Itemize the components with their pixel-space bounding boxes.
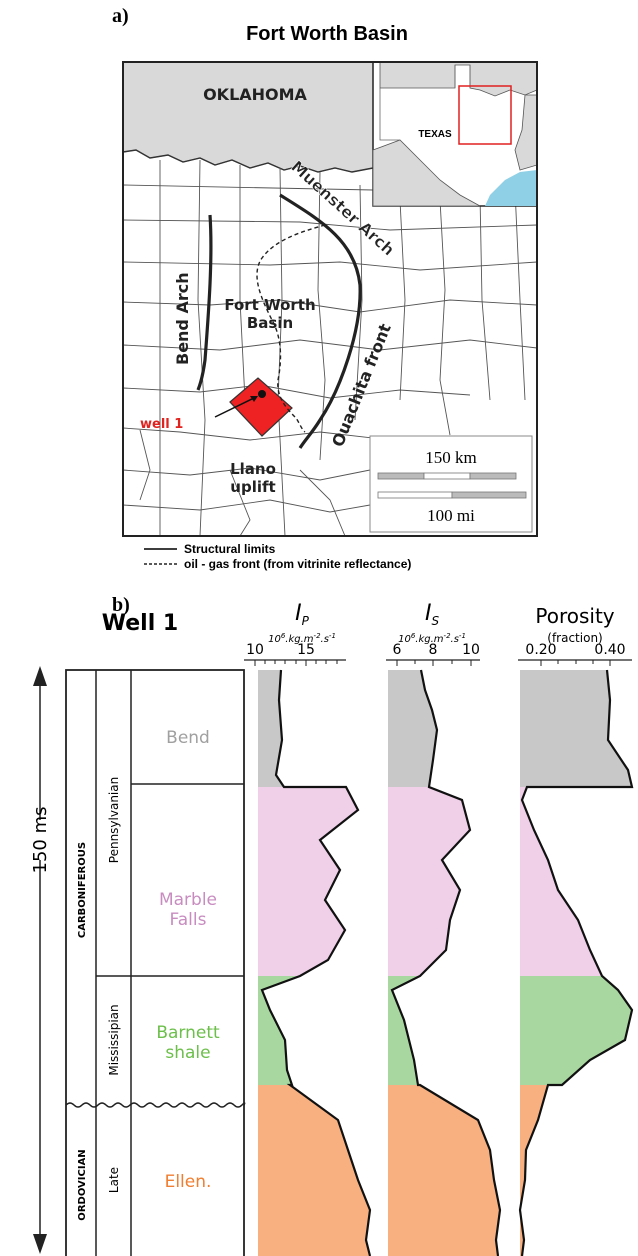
is-log-header: IS 106.kg.m-2.s-1 xyxy=(398,601,466,645)
porosity-title: Porosity xyxy=(535,604,614,628)
log-curve xyxy=(260,669,372,1256)
formation-bend: Bend xyxy=(166,728,210,748)
log-fill-bend xyxy=(520,670,632,787)
ip-tick-15: 15 xyxy=(297,642,315,658)
formation-ellen: Ellen. xyxy=(165,1172,212,1192)
strat-column: CARBONIFEROUS ORDOVICIAN Pennsylvanian M… xyxy=(65,669,246,1256)
well-title: Well 1 xyxy=(102,611,178,636)
scale-mi-label: 100 mi xyxy=(427,506,475,525)
log-fill-marble xyxy=(520,787,632,976)
series-mississipian: Mississipian xyxy=(107,1004,121,1075)
log-fill-barnett xyxy=(388,976,420,1085)
log-fill-marble xyxy=(388,787,470,976)
fort-worth-basin-label-1: Fort Worth xyxy=(224,296,315,314)
log-curve xyxy=(518,669,634,1256)
llano-label-1: Llano xyxy=(230,460,276,478)
formation-marble-2: Falls xyxy=(170,910,207,930)
texas-inset: TEXAS xyxy=(372,61,538,207)
well-1-map-label: well 1 xyxy=(140,417,183,432)
log-curve xyxy=(390,669,502,1256)
ouachita-front-line xyxy=(279,193,362,449)
log-fill-barnett xyxy=(520,976,632,1085)
panel-a-label: a) xyxy=(112,5,129,27)
ip-units: 106.kg.m-2.s-1 xyxy=(268,632,336,645)
formation-barnett-2: shale xyxy=(165,1043,210,1063)
bend-arch-label: Bend Arch xyxy=(173,272,192,365)
log-fill-barnett xyxy=(258,976,300,1085)
is-tick-8: 8 xyxy=(429,642,438,658)
porosity-units: (fraction) xyxy=(547,631,602,645)
formation-barnett-1: Barnett xyxy=(156,1023,220,1043)
is-tick-10: 10 xyxy=(462,642,480,658)
ip-symbol: IP xyxy=(295,601,310,628)
county-boundaries xyxy=(122,159,538,537)
map: TEXAS OKLAHOMA Muenster Arch Bend Arch F… xyxy=(122,61,538,537)
bend-arch-line xyxy=(196,214,213,391)
oil-gas-front-line xyxy=(256,224,326,433)
ip-log-header: IP 106.kg.m-2.s-1 xyxy=(268,601,336,645)
series-pennsylvanian: Pennsylvanian xyxy=(107,777,121,863)
system-ordovician: ORDOVICIAN xyxy=(77,1149,88,1220)
is-log-track xyxy=(388,669,502,1256)
well-1-marker xyxy=(258,390,266,398)
is-symbol: IS xyxy=(425,601,440,628)
series-late: Late xyxy=(107,1167,121,1193)
log-fill-marble xyxy=(258,787,358,976)
llano-label-2: uplift xyxy=(230,478,275,496)
scale-bar: 150 km 100 mi xyxy=(369,435,533,533)
scale-km-label: 150 km xyxy=(425,448,476,467)
legend-solid-label: Structural limits xyxy=(184,542,276,556)
log-fill-ellen xyxy=(258,1085,370,1256)
is-units: 106.kg.m-2.s-1 xyxy=(398,632,466,645)
log-fill-bend xyxy=(388,670,437,787)
porosity-tick-040: 0.40 xyxy=(594,642,625,658)
porosity-log-track xyxy=(518,669,634,1256)
ip-tick-10: 10 xyxy=(246,642,264,658)
formation-marble-1: Marble xyxy=(159,890,217,910)
oklahoma-label: OKLAHOMA xyxy=(203,85,307,104)
texas-label: TEXAS xyxy=(418,129,452,140)
time-arrow: 150 ms xyxy=(30,666,51,1254)
well-county xyxy=(229,377,293,437)
ip-axis: 10 15 xyxy=(244,642,346,666)
time-scale-label: 150 ms xyxy=(30,807,51,874)
fort-worth-basin-label-2: Basin xyxy=(247,314,293,332)
log-fill-bend xyxy=(258,670,346,787)
is-tick-6: 6 xyxy=(393,642,402,658)
oklahoma-area xyxy=(122,61,374,173)
porosity-log-header: Porosity (fraction) xyxy=(535,604,614,645)
ip-log-track xyxy=(258,669,372,1256)
map-title: Fort Worth Basin xyxy=(246,23,408,45)
porosity-axis: 0.20 0.40 xyxy=(518,642,632,666)
legend-dashed-label: oil - gas front (from vitrinite reflecta… xyxy=(184,557,411,571)
system-carboniferous: CARBONIFEROUS xyxy=(77,842,88,938)
panel-b-label: b) xyxy=(112,594,130,616)
porosity-tick-020: 0.20 xyxy=(525,642,556,658)
log-fill-ellen xyxy=(520,1085,562,1256)
is-axis: 6 8 10 xyxy=(386,642,480,666)
map-legend: Structural limits oil - gas front (from … xyxy=(144,542,411,571)
log-fill-ellen xyxy=(388,1085,500,1256)
